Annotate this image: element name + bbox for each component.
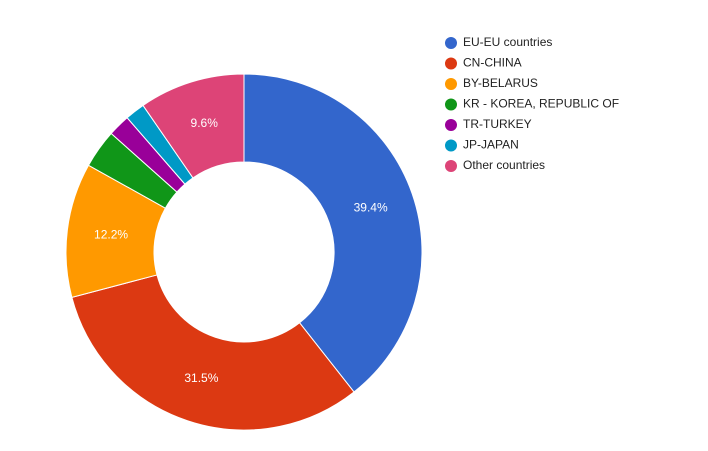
legend-swatch xyxy=(445,78,457,90)
legend-label: CN-CHINA xyxy=(463,56,522,70)
donut-slice xyxy=(243,73,423,393)
legend-swatch xyxy=(445,139,457,152)
legend-swatch xyxy=(445,37,457,49)
legend-label: Other countries xyxy=(463,158,545,172)
legend-swatch xyxy=(445,57,457,70)
legend-label: BY-BELARUS xyxy=(463,76,538,90)
legend-label: TR-TURKEY xyxy=(463,117,532,131)
legend-label: EU-EU countries xyxy=(463,35,552,49)
legend-swatch xyxy=(445,98,457,111)
slice-label: 12.2% xyxy=(94,227,128,241)
slice-label: 39.4% xyxy=(354,200,388,214)
donut-slice xyxy=(142,73,245,179)
legend-swatch xyxy=(445,119,457,131)
slice-label: 9.6% xyxy=(191,116,219,130)
legend-swatch xyxy=(445,160,457,172)
legend-label: KR - KOREA, REPUBLIC OF xyxy=(463,97,619,111)
donut-slice xyxy=(71,274,355,431)
slice-label: 31.5% xyxy=(184,371,218,385)
legend-label: JP-JAPAN xyxy=(463,138,519,152)
